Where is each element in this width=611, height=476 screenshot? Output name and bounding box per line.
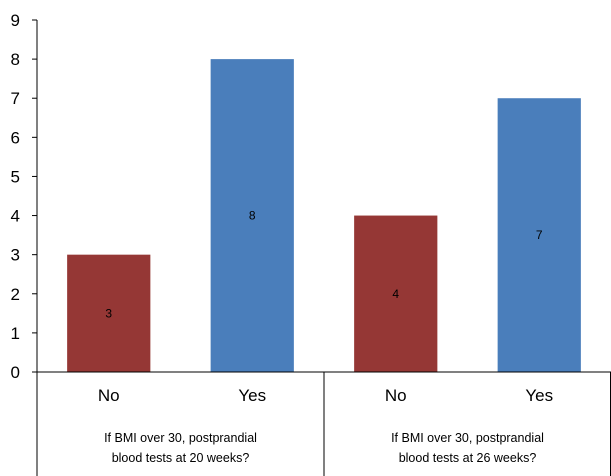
y-tick-label: 6 xyxy=(11,128,20,147)
category-label: Yes xyxy=(238,386,266,405)
group-label: If BMI over 30, postprandial xyxy=(104,431,257,445)
y-tick-label: 1 xyxy=(11,324,20,343)
y-tick-label: 0 xyxy=(11,363,20,382)
group-label: blood tests at 20 weeks? xyxy=(112,451,250,465)
data-label: 7 xyxy=(536,228,543,242)
data-label: 4 xyxy=(392,287,399,301)
data-label: 3 xyxy=(105,306,112,320)
bar xyxy=(210,59,294,372)
category-label: No xyxy=(98,386,120,405)
category-label: No xyxy=(385,386,407,405)
y-axis: 0 1 2 3 4 5 6 7 8 9 xyxy=(11,11,38,382)
bar xyxy=(67,254,151,372)
y-tick-label: 5 xyxy=(11,167,20,186)
x-axis: No Yes If BMI over 30, postprandial blood t… xyxy=(36,371,611,476)
group-label: If BMI over 30, postprandial xyxy=(391,431,544,445)
y-tick-label: 8 xyxy=(11,50,20,69)
category-label: Yes xyxy=(525,386,553,405)
y-tick-label: 3 xyxy=(11,246,20,265)
group-label: blood tests at 26 weeks? xyxy=(399,451,537,465)
data-label: 8 xyxy=(249,209,256,223)
y-tick-label: 4 xyxy=(11,207,20,226)
bar xyxy=(354,215,438,372)
y-tick-label: 2 xyxy=(11,285,20,304)
y-tick-label: 7 xyxy=(11,89,20,108)
bar xyxy=(497,98,581,372)
y-tick-label: 9 xyxy=(11,11,20,30)
bars: 3 8 4 7 xyxy=(67,59,581,372)
